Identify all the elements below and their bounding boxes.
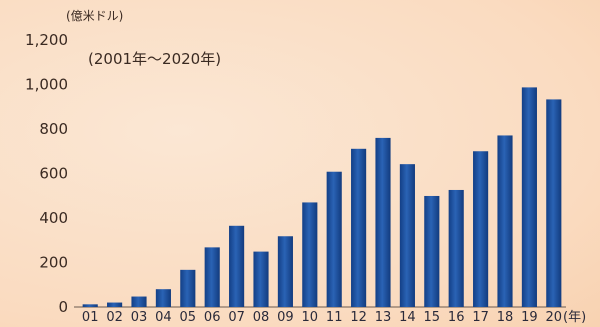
bar-05 [180, 269, 196, 307]
bar-17 [473, 151, 489, 307]
y-tick-label: 0 [58, 298, 68, 316]
bar-19 [521, 87, 537, 307]
y-tick-label: 800 [39, 120, 68, 138]
bar-08 [253, 251, 269, 307]
x-tick-label: 03 [131, 310, 148, 325]
axes: 0 200 400 600 800 1,000 1,200 01 02 03 04 05 06 07 08 0… [25, 31, 566, 325]
x-tick-label: 07 [228, 310, 245, 325]
x-tick-label: 08 [253, 310, 270, 325]
y-unit-label: (億米ドル) [66, 9, 123, 23]
x-tick-label: 13 [375, 310, 392, 325]
x-tick-label: 18 [497, 310, 514, 325]
x-tick-label: 05 [180, 310, 197, 325]
bar-07 [229, 225, 245, 307]
bars [82, 87, 562, 307]
x-tick-label: 17 [472, 310, 489, 325]
period-label: (2001年～2020年) [88, 50, 221, 68]
bar-04 [155, 289, 171, 307]
y-tick-label: 1,200 [25, 31, 68, 49]
x-tick-label: 10 [302, 310, 319, 325]
x-tick-label: 02 [106, 310, 123, 325]
y-tick-label: 400 [39, 209, 68, 227]
x-unit-label: (年) [563, 310, 586, 325]
bar-11 [326, 171, 342, 307]
bar-15 [424, 195, 440, 307]
bar-10 [302, 202, 318, 307]
x-tick-label: 19 [521, 310, 538, 325]
x-tick-label: 16 [448, 310, 465, 325]
bar-03 [131, 296, 147, 307]
x-tick-label: 11 [326, 310, 343, 325]
x-tick-label: 01 [82, 310, 99, 325]
bar-13 [375, 137, 391, 307]
bar-09 [277, 236, 293, 307]
bar-06 [204, 247, 220, 307]
y-tick-label: 1,000 [25, 76, 68, 94]
bar-01 [82, 304, 98, 307]
bar-16 [448, 189, 464, 307]
y-tick-label: 200 [39, 254, 68, 272]
x-tick-label: 14 [399, 310, 416, 325]
x-tick-label: 15 [424, 310, 441, 325]
bar-20 [546, 99, 562, 307]
bar-12 [351, 148, 367, 307]
labels: (億米ドル) (2001年～2020年) (年) [66, 9, 586, 325]
bar-18 [497, 135, 513, 307]
x-tick-label: 04 [155, 310, 172, 325]
x-tick-label: 06 [204, 310, 221, 325]
bar-14 [399, 164, 415, 307]
x-tick-label: 20 [546, 310, 563, 325]
y-tick-label: 600 [39, 165, 68, 183]
x-tick-label: 12 [350, 310, 367, 325]
bar-02 [107, 302, 123, 307]
x-tick-label: 09 [277, 310, 294, 325]
